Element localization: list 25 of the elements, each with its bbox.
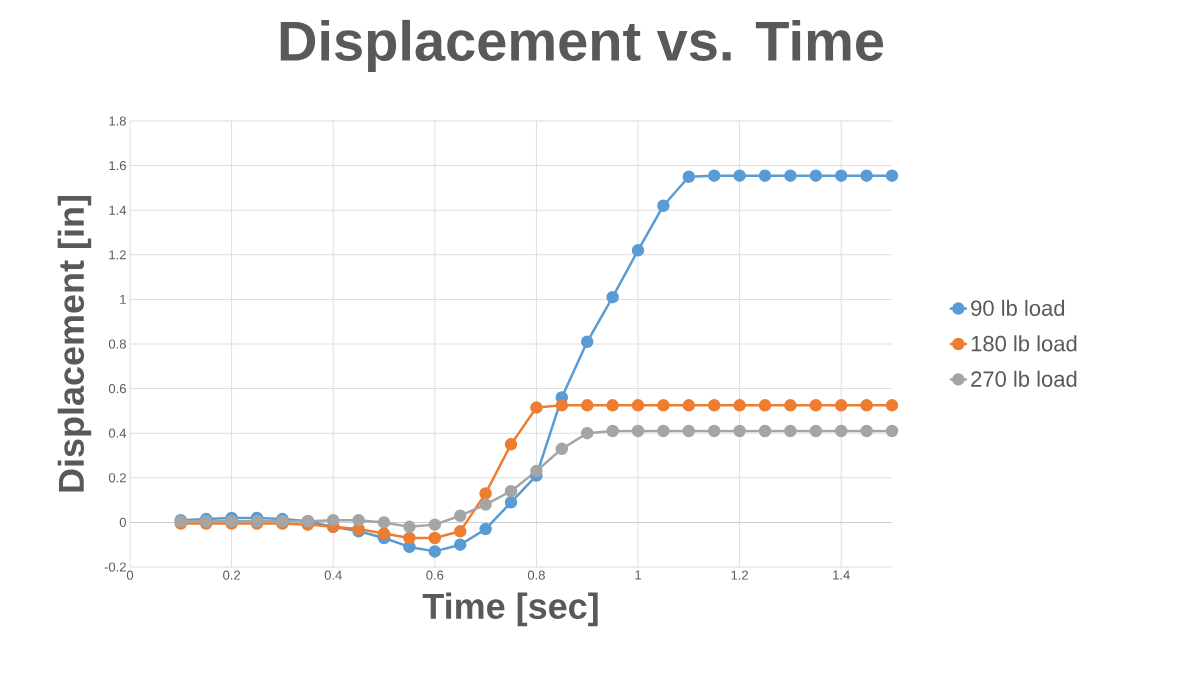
y-tick-label: 1 bbox=[120, 294, 126, 304]
x-axis-title: Time [sec] bbox=[422, 592, 598, 627]
x-tick-label: 1.4 bbox=[833, 570, 850, 580]
x-tick-label: 0.4 bbox=[324, 570, 342, 580]
x-tick-label: 1 bbox=[635, 570, 641, 580]
x-tick-label: 1.2 bbox=[731, 570, 748, 580]
legend-label: 270 lb load bbox=[971, 370, 1077, 387]
x-tick-label: 0.8 bbox=[527, 570, 545, 580]
x-tick-label: 0 bbox=[126, 570, 134, 580]
y-tick-label: 0.4 bbox=[108, 428, 127, 438]
x-tick-label: 0.6 bbox=[426, 570, 444, 580]
chart-title: Displacement vs. Time bbox=[280, 19, 884, 73]
y-tick-label: 0.8 bbox=[108, 339, 126, 349]
y-tick-label: 1.8 bbox=[109, 116, 126, 126]
legend-label: 90 lb load bbox=[971, 299, 1065, 316]
y-tick-label: 0 bbox=[119, 517, 126, 527]
x-tick-label: 0.2 bbox=[223, 570, 240, 580]
y-tick-label: -0.2 bbox=[104, 562, 126, 572]
y-tick-label: 1.4 bbox=[109, 205, 127, 215]
y-tick-label: 0.6 bbox=[108, 383, 126, 394]
y-axis-title: Displacement [in] bbox=[57, 196, 92, 492]
y-tick-label: 1.2 bbox=[109, 250, 126, 260]
y-tick-label: 0.2 bbox=[108, 473, 126, 483]
y-tick-label: 1.6 bbox=[109, 160, 126, 171]
legend-label: 180 lb load bbox=[971, 335, 1077, 352]
